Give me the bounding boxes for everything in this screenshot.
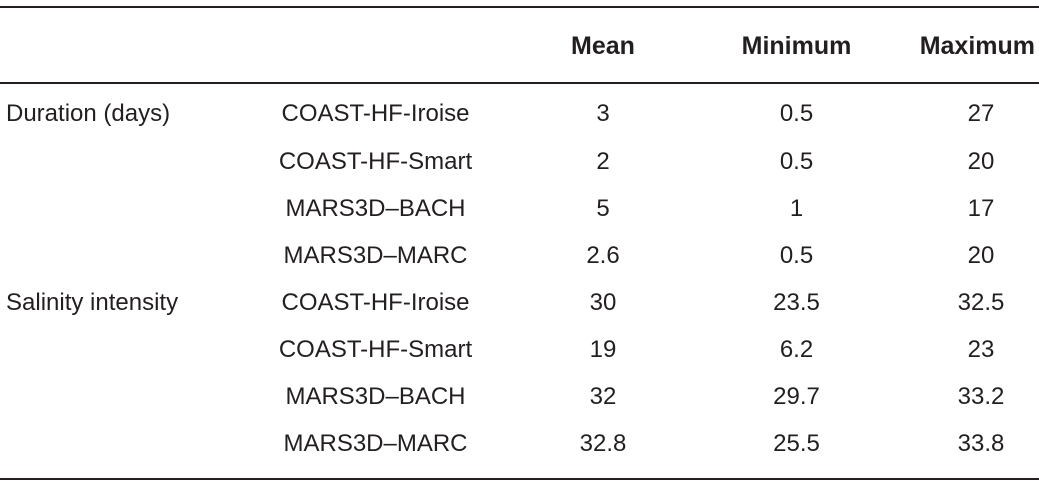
cell-model: MARS3D–MARC xyxy=(283,429,468,457)
cell-variable xyxy=(0,232,255,279)
header-variable xyxy=(0,0,255,83)
cell-minimum: 0.5 xyxy=(779,99,814,127)
cell-model: COAST-HF-Smart xyxy=(278,335,473,363)
table-row: MARS3D–BACH 5 1 17 xyxy=(0,185,1039,232)
cell-maximum: 20 xyxy=(967,241,995,269)
header-rule xyxy=(0,82,1039,84)
header-row: Mean Minimum Maximum xyxy=(0,0,1039,83)
cell-mean: 32.8 xyxy=(579,429,627,457)
header-model xyxy=(255,0,496,83)
header-minimum: Minimum xyxy=(741,32,852,60)
cell-variable xyxy=(0,420,255,467)
table-row: MARS3D–MARC 2.6 0.5 20 xyxy=(0,232,1039,279)
cell-maximum: 33.8 xyxy=(957,429,1005,457)
cell-mean: 2 xyxy=(596,147,610,175)
cell-maximum: 27 xyxy=(967,99,995,127)
header-maximum: Maximum xyxy=(919,32,1035,60)
table-row: COAST-HF-Smart 19 6.2 23 xyxy=(0,326,1039,373)
cell-mean: 5 xyxy=(596,194,610,222)
cell-model: COAST-HF-Iroise xyxy=(281,288,470,316)
cell-variable xyxy=(0,138,255,185)
table-row: MARS3D–BACH 32 29.7 33.2 xyxy=(0,373,1039,420)
cell-minimum: 23.5 xyxy=(773,288,820,316)
cell-model: COAST-HF-Smart xyxy=(278,147,473,175)
table-row: Duration (days) COAST-HF-Iroise 3 0.5 27 xyxy=(0,83,1039,138)
cell-mean: 30 xyxy=(589,288,617,316)
cell-mean: 19 xyxy=(589,335,617,363)
cell-maximum: 33.2 xyxy=(957,382,1005,410)
cell-maximum: 20 xyxy=(967,147,995,175)
cell-minimum: 25.5 xyxy=(773,429,820,457)
cell-variable xyxy=(0,373,255,420)
table-row: MARS3D–MARC 32.8 25.5 33.8 xyxy=(0,420,1039,467)
cell-variable xyxy=(0,326,255,373)
cell-maximum: 17 xyxy=(967,194,995,222)
table-row: COAST-HF-Smart 2 0.5 20 xyxy=(0,138,1039,185)
cell-maximum: 23 xyxy=(967,335,995,363)
cell-model: MARS3D–BACH xyxy=(285,382,466,410)
cell-minimum: 1 xyxy=(789,194,804,222)
cell-variable xyxy=(0,185,255,232)
top-rule xyxy=(0,6,1039,8)
cell-minimum: 0.5 xyxy=(779,241,814,269)
cell-minimum: 0.5 xyxy=(779,147,814,175)
cell-model: COAST-HF-Iroise xyxy=(281,99,470,127)
cell-model: MARS3D–BACH xyxy=(285,194,466,222)
bottom-rule xyxy=(0,478,1039,480)
cell-mean: 3 xyxy=(596,99,610,127)
cell-minimum: 6.2 xyxy=(779,335,814,363)
table-row: Salinity intensity COAST-HF-Iroise 30 23… xyxy=(0,279,1039,326)
cell-model: MARS3D–MARC xyxy=(283,241,468,269)
cell-mean: 32 xyxy=(589,382,617,410)
cell-mean: 2.6 xyxy=(586,241,620,269)
cell-variable: Salinity intensity xyxy=(6,288,179,316)
header-mean: Mean xyxy=(571,32,635,60)
cell-maximum: 32.5 xyxy=(957,288,1005,316)
cell-minimum: 29.7 xyxy=(773,382,820,410)
cell-variable: Duration (days) xyxy=(6,99,171,127)
data-table: Mean Minimum Maximum Duration (days) COA… xyxy=(0,0,1039,467)
